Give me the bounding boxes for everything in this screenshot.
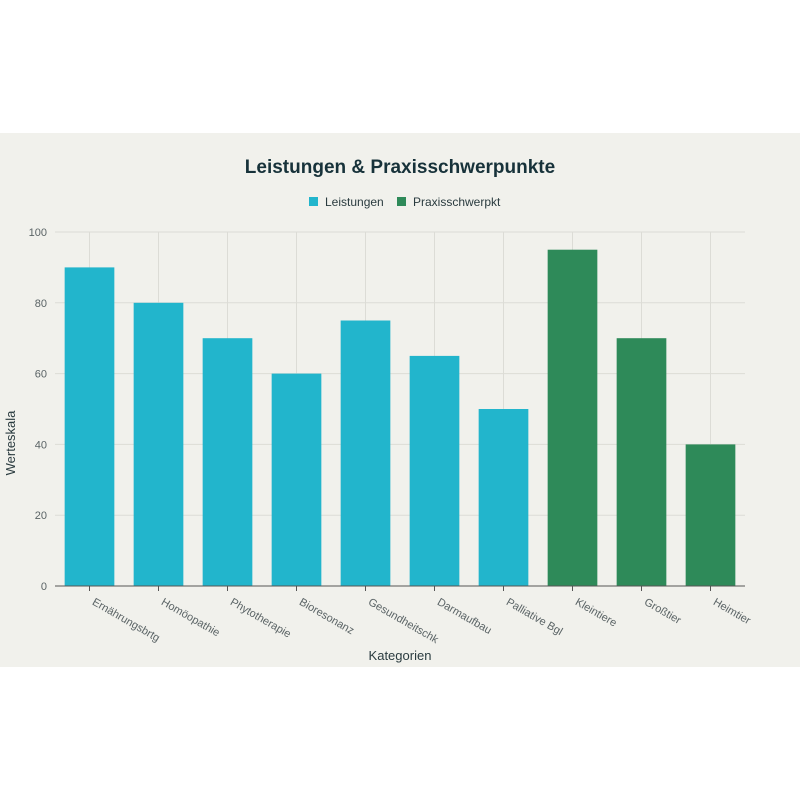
x-tick-label: Bioresonanz [297, 596, 356, 637]
x-tick-label: Ernährungsbrtg [90, 596, 162, 644]
bar-kleintiere [547, 249, 598, 586]
y-tick-label: 60 [35, 369, 47, 381]
bar-palliative-bgl [478, 409, 529, 586]
bar-ernährungsbrtg [64, 267, 115, 586]
bar-heimtier [685, 444, 736, 586]
x-tick-label: Gesundheitschk [366, 596, 441, 646]
x-tick-label: Phytotherapie [228, 596, 293, 640]
y-tick-label: 20 [35, 510, 47, 522]
y-tick-label: 40 [35, 439, 47, 451]
x-axis-title: Kategorien [369, 648, 432, 663]
x-tick-label: Darmaufbau [435, 596, 493, 637]
y-tick-label: 80 [35, 298, 47, 310]
chart-title: Leistungen & Praxisschwerpunkte [245, 157, 555, 178]
bar-darmaufbau [409, 355, 460, 586]
bar-großtier [616, 338, 667, 586]
bar-gesundheitschk [340, 320, 391, 586]
bar-homöopathie [133, 302, 184, 586]
legend-label-2: Praxisschwerpkt [413, 195, 501, 209]
y-axis-title: Werteskala [3, 410, 18, 476]
x-tick-label: Homöopathie [159, 596, 222, 639]
bars [64, 249, 736, 586]
y-tick-label: 0 [41, 581, 47, 593]
y-axis-ticks: 0 20 40 60 80 100 [29, 227, 47, 593]
chart-panel: Leistungen & Praxisschwerpunkte Leistung… [0, 133, 800, 667]
x-tick-label: Großtier [642, 596, 683, 627]
bar-chart: Leistungen & Praxisschwerpunkte Leistung… [3, 157, 753, 663]
bar-bioresonanz [271, 373, 322, 586]
y-tick-label: 100 [29, 227, 47, 239]
legend-swatch-1 [309, 197, 318, 206]
legend-label-1: Leistungen [325, 195, 384, 209]
legend-swatch-2 [397, 197, 406, 206]
x-tick-label: Kleintiere [573, 596, 619, 629]
bar-phytotherapie [202, 338, 253, 586]
legend: Leistungen Praxisschwerpkt [309, 195, 501, 209]
x-tick-label: Palliative Bgl [504, 596, 565, 638]
x-tick-label: Heimtier [711, 596, 753, 627]
